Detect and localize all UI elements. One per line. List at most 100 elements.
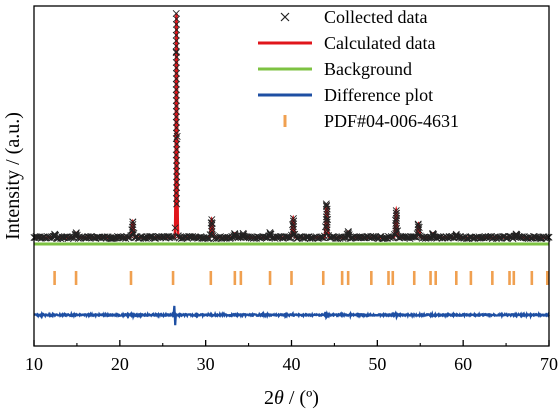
collected-point: [172, 42, 180, 50]
collected-point: [171, 224, 179, 232]
collected-point: [208, 222, 216, 230]
y-axis-title: Intensity / (a.u.): [2, 112, 24, 240]
collected-point: [172, 75, 180, 83]
collected-point: [173, 146, 181, 154]
x-tick-label: 70: [540, 354, 558, 374]
collected-point: [129, 223, 137, 231]
series-calculated: [34, 13, 549, 239]
collected-point: [274, 233, 282, 241]
collected-point: [173, 173, 181, 181]
collected-point: [539, 233, 547, 241]
collected-point: [51, 232, 59, 240]
collected-point: [409, 233, 417, 241]
collected-point: [345, 228, 353, 236]
collected-point: [72, 229, 80, 237]
collected-point: [172, 69, 180, 77]
collected-point: [172, 80, 180, 88]
legend-label: Collected data: [324, 7, 427, 27]
collected-point: [323, 226, 331, 234]
legend: Collected data Calculated data Background D…: [258, 7, 459, 131]
collected-point: [495, 234, 503, 242]
collected-point: [208, 231, 216, 239]
collected-point: [172, 102, 180, 110]
collected-point: [172, 31, 180, 39]
collected-point: [283, 233, 291, 241]
collected-point: [173, 194, 181, 202]
collected-point: [231, 231, 239, 239]
collected-point: [414, 223, 422, 231]
collected-point: [208, 228, 216, 236]
collected-point: [392, 207, 400, 215]
collected-point: [172, 15, 181, 23]
collected-point: [239, 232, 247, 240]
collected-point: [512, 232, 520, 240]
collected-point: [172, 135, 180, 143]
x-axis: 10 20 30 40 50 60 70: [25, 340, 558, 374]
collected-point: [231, 232, 239, 240]
collected-point: [290, 217, 298, 225]
legend-marker-collected: [280, 12, 290, 22]
collected-point: [544, 233, 552, 241]
collected-point: [173, 162, 181, 170]
collected-point: [231, 229, 239, 238]
collected-point: [392, 227, 400, 235]
plot-area: [30, 10, 553, 326]
collected-point: [51, 231, 59, 239]
collected-point: [208, 216, 216, 224]
collected-point: [208, 219, 216, 227]
collected-point: [415, 231, 423, 240]
collected-point: [266, 231, 274, 239]
plot-frame: [33, 5, 550, 347]
collected-point: [289, 220, 297, 228]
legend-label: Background: [324, 59, 412, 79]
collected-point: [173, 156, 181, 164]
x-axis-title: 2θ / (º): [264, 387, 319, 409]
x-tick-label: 20: [111, 354, 129, 374]
collected-point: [172, 107, 180, 115]
collected-point: [173, 167, 181, 175]
collected-point: [173, 184, 181, 192]
collected-point: [129, 228, 137, 237]
collected-point: [414, 229, 422, 237]
collected-point: [290, 231, 298, 239]
series-reference-pdf: [53, 271, 549, 285]
collected-point: [172, 10, 180, 18]
x-tick-label: 10: [25, 354, 43, 374]
legend-label: PDF#04-006-4631: [324, 111, 459, 131]
collected-point: [293, 234, 301, 243]
collected-point: [172, 64, 180, 72]
collected-point: [452, 231, 460, 239]
collected-point: [393, 217, 401, 225]
collected-point: [172, 97, 180, 105]
collected-point: [172, 124, 180, 132]
collected-point: [172, 113, 180, 121]
collected-point: [173, 178, 181, 186]
collected-point: [172, 86, 180, 94]
collected-point: [127, 232, 135, 240]
x-tick-label: 50: [368, 354, 386, 374]
collected-point: [172, 20, 180, 28]
collected-point: [344, 229, 352, 238]
collected-point: [172, 151, 180, 159]
collected-point: [392, 209, 400, 217]
legend-label: Calculated data: [324, 33, 435, 53]
collected-point: [172, 189, 180, 197]
collected-point: [316, 233, 324, 241]
collected-point: [173, 53, 181, 61]
collected-point: [145, 233, 153, 241]
collected-point: [172, 91, 180, 99]
x-tick-label: 30: [197, 354, 215, 374]
collected-point: [512, 231, 520, 239]
collected-point: [173, 200, 181, 208]
collected-point: [406, 234, 414, 243]
legend-label: Difference plot: [324, 85, 433, 105]
series-difference: [33, 305, 550, 326]
collected-point: [208, 225, 216, 233]
collected-point: [266, 233, 274, 241]
collected-point: [172, 58, 180, 66]
collected-point: [266, 229, 274, 238]
collected-point: [429, 231, 437, 239]
collected-point: [129, 218, 137, 226]
collected-point: [172, 48, 180, 56]
